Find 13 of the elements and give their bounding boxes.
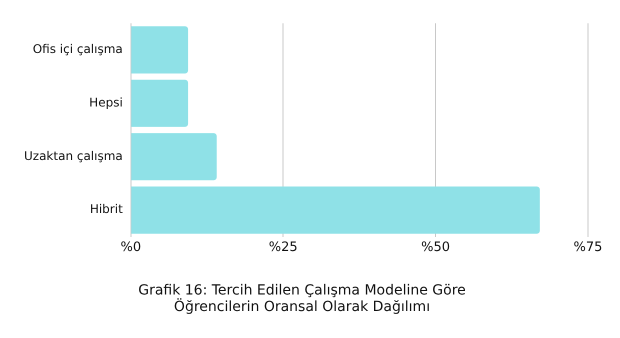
bar [131, 186, 540, 234]
x-tick-label: %0 [120, 240, 142, 255]
x-tick-label: %25 [268, 240, 298, 255]
y-tick-label: Uzaktan çalışma [24, 148, 123, 163]
x-tick-label: %75 [574, 240, 602, 255]
x-tick-label: %50 [421, 240, 450, 255]
y-tick-label: Ofis içi çalışma [32, 42, 123, 56]
bar [131, 26, 188, 74]
y-tick-label: Hepsi [89, 95, 123, 110]
y-tick-label: Hibrit [90, 202, 124, 216]
bar [131, 133, 217, 180]
text: Grafik 16: Tercih Edilen Çalışma Modeline Göre Öğrencilerin Oransal Olarak Dağılımı [138, 282, 466, 316]
bar [131, 80, 188, 127]
